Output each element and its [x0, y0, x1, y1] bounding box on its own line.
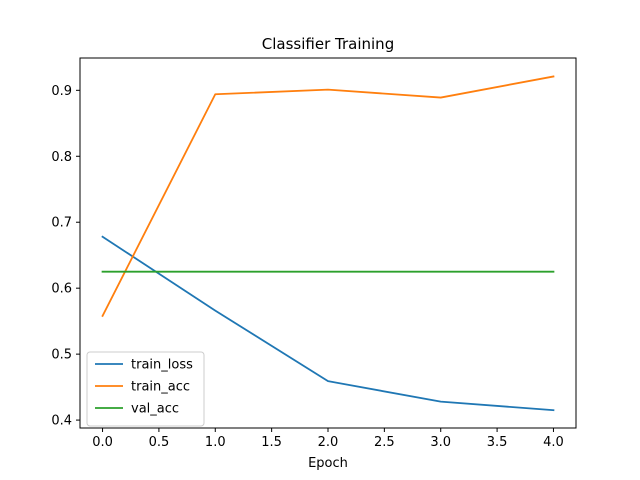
x-tick-label: 1.5 — [261, 435, 282, 450]
x-tick-label: 0.0 — [92, 435, 113, 450]
series-line-train-acc — [101, 75, 555, 318]
y-tick-label: 0.4 — [51, 414, 72, 429]
legend: train_loss train_acc val_acc — [86, 351, 205, 427]
x-tick-label: 1.0 — [205, 435, 226, 450]
x-tick-label: 2.5 — [374, 435, 395, 450]
legend-label-train-loss: train_loss — [131, 358, 193, 373]
series-layer — [101, 75, 555, 412]
axes-layer: 0.0 0.5 1.0 1.5 2.0 2.5 3.0 3.5 4.0 0.4 0.5 0.6 0.7 0… — [51, 57, 577, 450]
series-line-train-loss — [101, 235, 555, 412]
x-tick-label: 0.5 — [149, 435, 170, 450]
y-tick-label: 0.5 — [51, 348, 72, 363]
y-tick-label: 0.9 — [51, 84, 72, 99]
y-tick-label: 0.6 — [51, 282, 72, 297]
y-tick-label: 0.7 — [51, 216, 72, 231]
legend-label-val-acc: val_acc — [131, 402, 179, 417]
x-axis-label: Epoch — [308, 456, 348, 471]
x-tick-label: 3.5 — [487, 435, 508, 450]
x-tick-label: 4.0 — [543, 435, 564, 450]
chart-title: Classifier Training — [262, 35, 394, 53]
legend-label-train-acc: train_acc — [131, 380, 190, 395]
y-tick-label: 0.8 — [51, 150, 72, 165]
x-tick-label: 3.0 — [430, 435, 451, 450]
x-tick-label: 2.0 — [318, 435, 339, 450]
